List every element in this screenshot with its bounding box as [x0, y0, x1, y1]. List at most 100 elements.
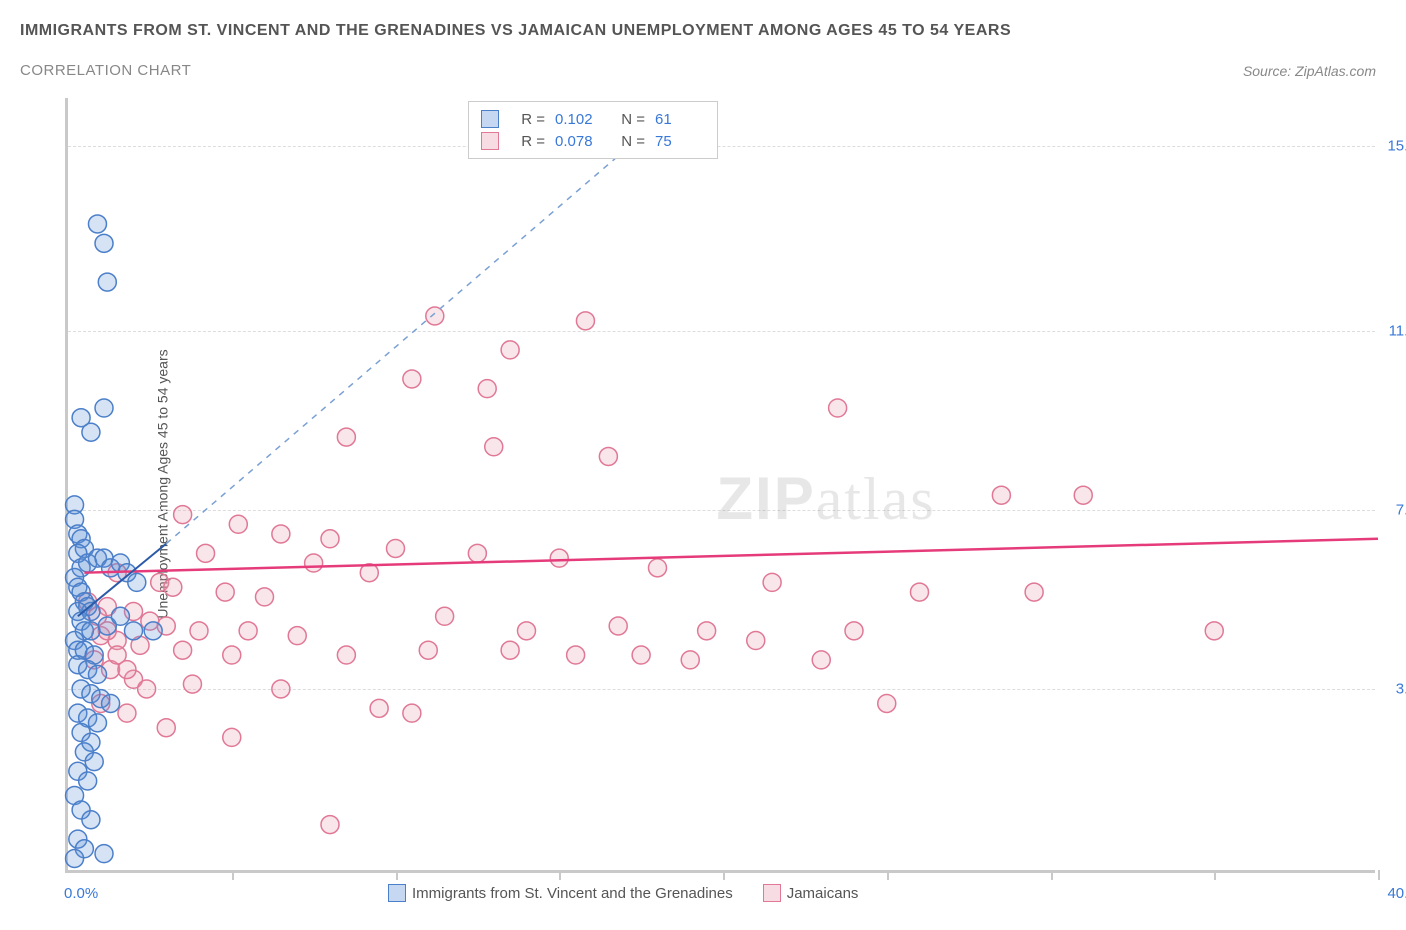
x-tick: [1378, 870, 1380, 880]
data-point: [681, 651, 699, 669]
data-point: [95, 845, 113, 863]
data-point: [157, 719, 175, 737]
data-point: [403, 704, 421, 722]
data-point: [501, 341, 519, 359]
data-point: [118, 704, 136, 722]
x-axis-max: 40.0%: [1387, 885, 1406, 902]
data-point: [82, 811, 100, 829]
x-tick: [232, 870, 234, 880]
legend-swatch-jam-icon: [763, 884, 781, 902]
data-point: [256, 588, 274, 606]
r-value-svg: 0.102: [555, 111, 605, 128]
legend-swatch-jam-icon: [481, 132, 499, 150]
data-point: [216, 583, 234, 601]
n-label: N =: [615, 133, 645, 150]
data-point: [550, 549, 568, 567]
x-tick: [723, 870, 725, 880]
chart-plot-area: Unemployment Among Ages 45 to 54 years 3…: [65, 98, 1375, 873]
data-point: [1074, 486, 1092, 504]
data-point: [468, 544, 486, 562]
data-point: [370, 699, 388, 717]
data-point: [649, 559, 667, 577]
legend-label-svg: Immigrants from St. Vincent and the Gren…: [412, 885, 733, 902]
legend-item-jam: Jamaicans: [763, 884, 859, 902]
n-label: N =: [615, 111, 645, 128]
data-point: [747, 632, 765, 650]
chart-subtitle: CORRELATION CHART: [20, 62, 191, 79]
data-point: [337, 428, 355, 446]
data-point: [812, 651, 830, 669]
data-point: [98, 273, 116, 291]
chart-title: IMMIGRANTS FROM ST. VINCENT AND THE GREN…: [20, 22, 1386, 40]
data-point: [878, 694, 896, 712]
data-point: [82, 423, 100, 441]
data-point: [419, 641, 437, 659]
data-point: [829, 399, 847, 417]
x-tick: [887, 870, 889, 880]
data-point: [118, 661, 136, 679]
data-point: [144, 622, 162, 640]
legend-swatch-svg-icon: [388, 884, 406, 902]
y-tick-label: 7.5%: [1396, 501, 1406, 518]
data-point: [88, 714, 106, 732]
data-point: [95, 234, 113, 252]
x-tick: [1214, 870, 1216, 880]
data-point: [82, 622, 100, 640]
data-point: [197, 544, 215, 562]
data-point: [190, 622, 208, 640]
data-point: [66, 849, 84, 867]
trend-line: [166, 122, 657, 543]
data-point: [485, 438, 503, 456]
data-point: [426, 307, 444, 325]
data-point: [174, 641, 192, 659]
legend-label-jam: Jamaicans: [787, 885, 859, 902]
data-point: [609, 617, 627, 635]
data-point: [436, 607, 454, 625]
data-point: [223, 646, 241, 664]
data-point: [501, 641, 519, 659]
data-point: [403, 370, 421, 388]
data-point: [763, 573, 781, 591]
data-point: [111, 607, 129, 625]
data-point: [567, 646, 585, 664]
data-point: [128, 573, 146, 591]
legend-item-svg: Immigrants from St. Vincent and the Gren…: [388, 884, 733, 902]
data-point: [85, 753, 103, 771]
n-value-jam: 75: [655, 133, 705, 150]
data-point: [911, 583, 929, 601]
stats-row-svg: R = 0.102 N = 61: [481, 108, 705, 130]
y-tick-label: 3.8%: [1396, 680, 1406, 697]
data-point: [88, 665, 106, 683]
n-value-svg: 61: [655, 111, 705, 128]
r-label: R =: [515, 133, 545, 150]
data-point: [229, 515, 247, 533]
data-point: [138, 680, 156, 698]
data-point: [95, 399, 113, 417]
data-point: [272, 680, 290, 698]
data-point: [576, 312, 594, 330]
data-point: [518, 622, 536, 640]
data-point: [305, 554, 323, 572]
data-point: [223, 728, 241, 746]
data-point: [79, 772, 97, 790]
data-point: [321, 530, 339, 548]
stats-row-jam: R = 0.078 N = 75: [481, 130, 705, 152]
y-tick-label: 15.0%: [1387, 138, 1406, 155]
legend-swatch-svg-icon: [481, 110, 499, 128]
data-point: [478, 380, 496, 398]
source-label: Source: ZipAtlas.com: [1243, 63, 1376, 79]
stats-legend-box: R = 0.102 N = 61 R = 0.078 N = 75: [468, 101, 718, 159]
data-point: [599, 447, 617, 465]
x-tick: [559, 870, 561, 880]
data-point: [1025, 583, 1043, 601]
x-tick: [1051, 870, 1053, 880]
data-point: [1205, 622, 1223, 640]
bottom-legend: Immigrants from St. Vincent and the Gren…: [388, 884, 858, 902]
data-point: [174, 506, 192, 524]
data-point: [88, 215, 106, 233]
data-point: [102, 694, 120, 712]
r-label: R =: [515, 111, 545, 128]
data-point: [272, 525, 290, 543]
data-point: [337, 646, 355, 664]
x-tick: [396, 870, 398, 880]
